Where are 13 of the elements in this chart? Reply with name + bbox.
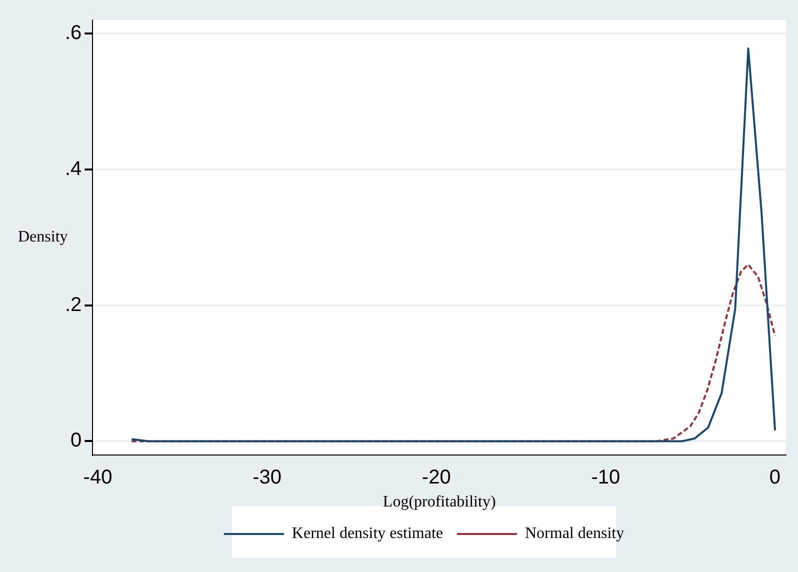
x-tick-label: 0 (769, 466, 781, 488)
x-tick-label: -30 (252, 466, 282, 488)
x-axis-title: Log(profitability) (382, 494, 496, 511)
x-tick-label: -40 (83, 466, 112, 488)
x-tick-label: -20 (422, 466, 451, 488)
y-tick-label: .2 (64, 294, 82, 316)
y-tick-label: 0 (70, 430, 82, 452)
y-tick-label: .6 (64, 22, 82, 44)
y-axis-title: Density (18, 228, 68, 246)
x-tick-label: -10 (591, 466, 620, 488)
legend-label: Kernel density estimate (292, 525, 443, 542)
y-tick-label: .4 (64, 158, 82, 180)
legend-label: Normal density (524, 525, 624, 542)
